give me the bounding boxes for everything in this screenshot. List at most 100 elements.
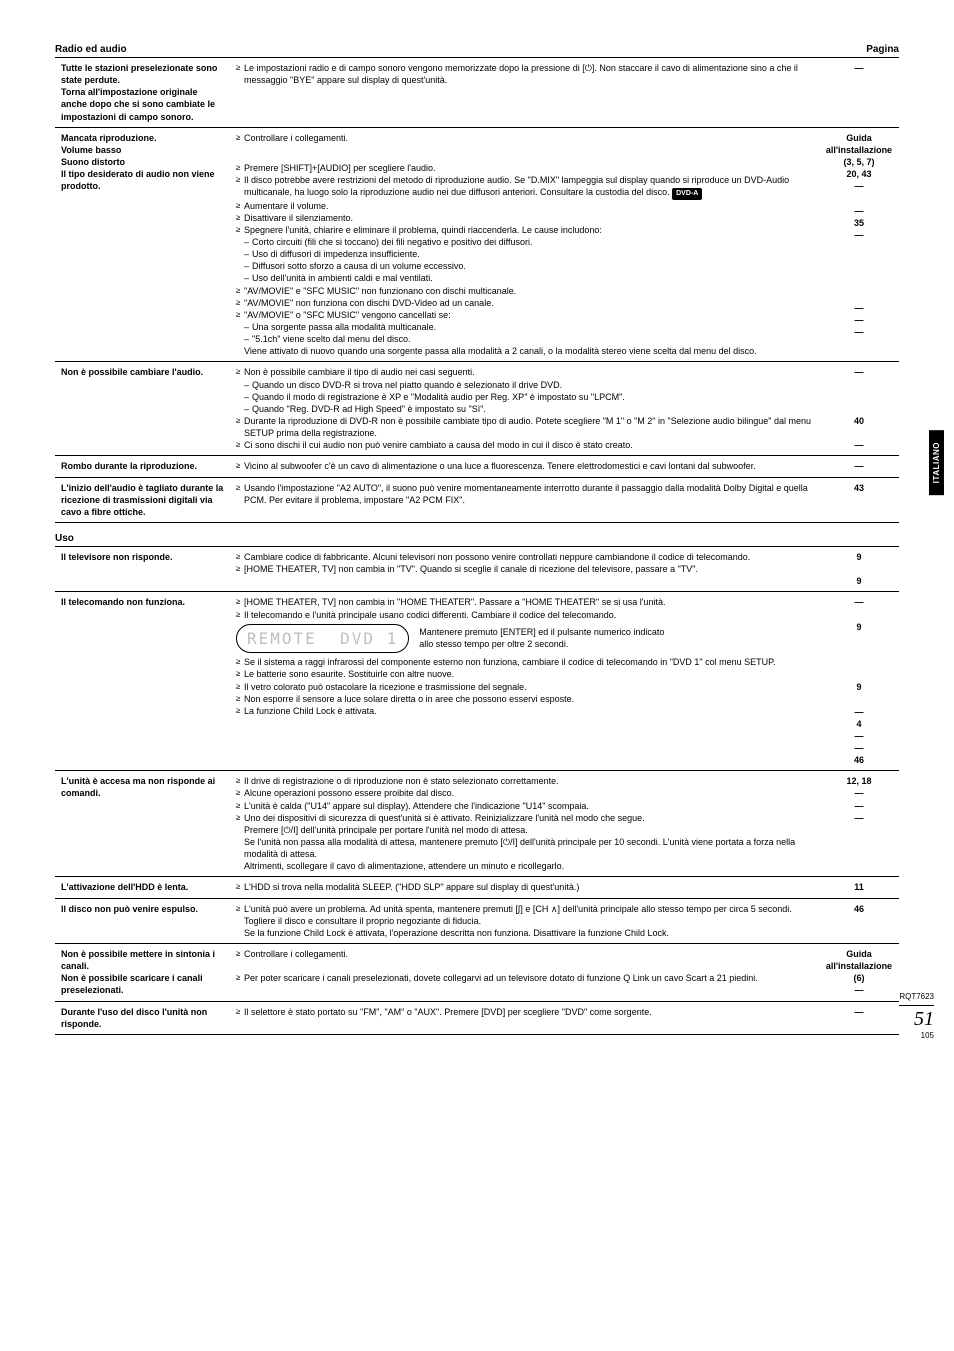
problem-cell: Il televisore non risponde. xyxy=(55,547,230,592)
page-number-small: 105 xyxy=(899,1031,934,1040)
solution-cell: Non è possibile cambiare il tipo di audi… xyxy=(230,362,819,456)
bullet: Ci sono dischi il cui audio non può veni… xyxy=(236,439,813,451)
page-ref: 12, 18 — — — xyxy=(819,771,899,877)
bullet: Per poter scaricare i canali preselezion… xyxy=(236,972,813,984)
page-number-large: 51 xyxy=(899,1005,934,1031)
page-label: Pagina xyxy=(866,44,899,55)
page-ref: 11 xyxy=(819,877,899,898)
bullet: La funzione Child Lock è attivata. xyxy=(236,705,813,717)
bullet: L'HDD si trova nella modalità SLEEP. ("H… xyxy=(236,881,813,893)
bullet: Alcune operazioni possono essere proibit… xyxy=(236,787,813,799)
page-ref: — xyxy=(819,1001,899,1034)
bullet: Spegnere l'unità, chiarire e eliminare i… xyxy=(236,224,813,236)
bullet: Usando l'impostazione "A2 AUTO", il suon… xyxy=(236,482,813,506)
solution-cell: Controllare i collegamenti. Per poter sc… xyxy=(230,944,819,1002)
bullet: Cambiare codice di fabbricante. Alcuni t… xyxy=(236,551,813,563)
bullet: "AV/MOVIE" e "SFC MUSIC" non funzionano … xyxy=(236,285,813,297)
solution-cell: Il selettore è stato portato su "FM", "A… xyxy=(230,1001,819,1034)
bullet: [HOME THEATER, TV] non cambia in "HOME T… xyxy=(236,596,813,608)
dash: Uso dell'unità in ambienti caldi e mal v… xyxy=(244,272,813,284)
solution-cell: Cambiare codice di fabbricante. Alcuni t… xyxy=(230,547,819,592)
footer: RQT7623 51 105 xyxy=(899,992,934,1040)
table-row: Durante l'uso del disco l'unità non risp… xyxy=(55,1001,899,1034)
table-row: L'unità è accesa ma non risponde ai coma… xyxy=(55,771,899,877)
dash: Quando il modo di registrazione è XP e "… xyxy=(244,391,813,403)
solution-cell: Il drive di registrazione o di riproduzi… xyxy=(230,771,819,877)
page-ref: — 9 9 — 4 — — 46 xyxy=(819,592,899,771)
problem-cell: L'unità è accesa ma non risponde ai coma… xyxy=(55,771,230,877)
table-uso: Il televisore non risponde. Cambiare cod… xyxy=(55,547,899,1035)
bullet: Durante la riproduzione di DVD-R non è p… xyxy=(236,415,813,439)
table-row: L'inizio dell'audio è tagliato durante l… xyxy=(55,477,899,522)
bullet: Premere [SHIFT]+[AUDIO] per scegliere l'… xyxy=(236,162,813,174)
page-ref: Guida all'installazione (6) — xyxy=(819,944,899,1002)
bullet: Aumentare il volume. xyxy=(236,200,813,212)
page-ref: — 40 — xyxy=(819,362,899,456)
bullet: Non è possibile cambiare il tipo di audi… xyxy=(236,366,813,378)
page-ref: Guida all'installazione (3, 5, 7) 20, 43… xyxy=(819,127,899,362)
table-row: L'attivazione dell'HDD è lenta. L'HDD si… xyxy=(55,877,899,898)
section-header-uso: Uso xyxy=(55,529,899,547)
extra-note: Se la funzione Child Lock è attivata, l'… xyxy=(236,927,813,939)
bullet: Il vetro colorato può ostacolare la rice… xyxy=(236,681,813,693)
dvd-a-badge: DVD-A xyxy=(672,188,702,199)
section-title: Radio ed audio xyxy=(55,44,127,55)
problem-cell: Durante l'uso del disco l'unità non risp… xyxy=(55,1001,230,1034)
bullet: Il disco potrebbe avere restrizioni del … xyxy=(236,174,813,200)
page-ref: 46 xyxy=(819,898,899,943)
table-row: Rombo durante la riproduzione. Vicino al… xyxy=(55,456,899,477)
solution-cell: L'unità può avere un problema. Ad unità … xyxy=(230,898,819,943)
bullet: Disattivare il silenziamento. xyxy=(236,212,813,224)
dash: Corto circuiti (fili che si toccano) dei… xyxy=(244,236,813,248)
bullet: Non esporre il sensore a luce solare dir… xyxy=(236,693,813,705)
dash: Uso di diffusori di impedenza insufficie… xyxy=(244,248,813,260)
dash: Diffusori sotto sforzo a causa di un vol… xyxy=(244,260,813,272)
problem-cell: Non è possibile mettere in sintonia i ca… xyxy=(55,944,230,1002)
solution-cell: [HOME THEATER, TV] non cambia in "HOME T… xyxy=(230,592,819,771)
solution-cell: Usando l'impostazione "A2 AUTO", il suon… xyxy=(230,477,819,522)
table-row: Non è possibile mettere in sintonia i ca… xyxy=(55,944,899,1002)
table-radio: Tutte le stazioni preselezionate sono st… xyxy=(55,58,899,523)
solution-cell: Le impostazioni radio e di campo sonoro … xyxy=(230,58,819,127)
problem-cell: Mancata riproduzione. Volume basso Suono… xyxy=(55,127,230,362)
table-row: Il telecomando non funziona. [HOME THEAT… xyxy=(55,592,899,771)
table-row: Tutte le stazioni preselezionate sono st… xyxy=(55,58,899,127)
dash: Quando un disco DVD-R si trova nel piatt… xyxy=(244,379,813,391)
bullet: Se il sistema a raggi infrarossi del com… xyxy=(236,656,813,668)
problem-cell: L'attivazione dell'HDD è lenta. xyxy=(55,877,230,898)
bullet: L'unità è calda ("U14" appare sul displa… xyxy=(236,800,813,812)
language-tab: ITALIANO xyxy=(929,430,944,495)
bullet: Il selettore è stato portato su "FM", "A… xyxy=(236,1006,813,1018)
bullet: Uno dei dispositivi di sicurezza di ques… xyxy=(236,812,813,824)
problem-cell: Il telecomando non funziona. xyxy=(55,592,230,771)
dash: "5.1ch" viene scelto dal menu del disco. xyxy=(244,333,813,345)
problem-cell: Non è possibile cambiare l'audio. xyxy=(55,362,230,456)
remote-display: REMOTE DVD 1 Mantenere premuto [ENTER] e… xyxy=(236,624,669,654)
bullet: Vicino al subwoofer c'è un cavo di alime… xyxy=(236,460,813,472)
bullet: "AV/MOVIE" o "SFC MUSIC" vengono cancell… xyxy=(236,309,813,321)
section-title: Uso xyxy=(55,533,74,544)
bullet: "AV/MOVIE" non funziona con dischi DVD-V… xyxy=(236,297,813,309)
display-panel: REMOTE DVD 1 xyxy=(236,624,409,654)
dash: Quando "Reg. DVD-R ad High Speed" è impo… xyxy=(244,403,813,415)
table-row: Il televisore non risponde. Cambiare cod… xyxy=(55,547,899,592)
solution-cell: Vicino al subwoofer c'è un cavo di alime… xyxy=(230,456,819,477)
bullet: Le impostazioni radio e di campo sonoro … xyxy=(236,62,813,86)
problem-cell: L'inizio dell'audio è tagliato durante l… xyxy=(55,477,230,522)
page-ref: 43 xyxy=(819,477,899,522)
problem-cell: Il disco non può venire espulso. xyxy=(55,898,230,943)
dash: Una sorgente passa alla modalità multica… xyxy=(244,321,813,333)
page-ref: — xyxy=(819,456,899,477)
bullet: Le batterie sono esaurite. Sostituirle c… xyxy=(236,668,813,680)
bullet: Il telecomando e l'unità principale usan… xyxy=(236,609,813,621)
bullet: [HOME THEATER, TV] non cambia in "TV". Q… xyxy=(236,563,813,575)
bullet: Il drive di registrazione o di riproduzi… xyxy=(236,775,813,787)
bullet: Controllare i collegamenti. xyxy=(236,132,813,144)
table-row: Mancata riproduzione. Volume basso Suono… xyxy=(55,127,899,362)
bullet: Controllare i collegamenti. xyxy=(236,948,813,960)
table-row: Non è possibile cambiare l'audio. Non è … xyxy=(55,362,899,456)
solution-cell: L'HDD si trova nella modalità SLEEP. ("H… xyxy=(230,877,819,898)
note: Viene attivato di nuovo quando una sorge… xyxy=(236,345,813,357)
table-row: Il disco non può venire espulso. L'unità… xyxy=(55,898,899,943)
problem-cell: Tutte le stazioni preselezionate sono st… xyxy=(55,58,230,127)
